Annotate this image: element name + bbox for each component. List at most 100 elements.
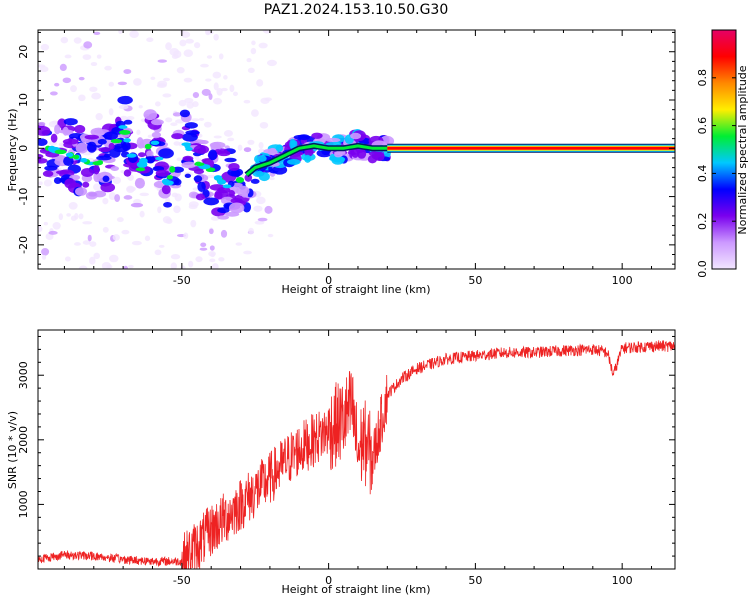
spectrogram-x-tick-label: 50 [468,274,482,287]
spectrogram-core [184,143,191,149]
spectrogram-blob [217,207,230,214]
spectrogram-speckle [102,197,109,205]
spectrogram-speckle [108,192,116,201]
spectrogram-speckle [184,97,194,104]
spectrogram-speckle [210,252,215,258]
spectrogram-speckle [262,30,272,34]
snr-line [38,340,675,569]
spectrogram-blob [68,133,84,140]
spectrogram-speckle [117,81,128,86]
spectrogram-core [72,154,80,160]
spectrogram-speckle [206,174,216,178]
spectrogram-core [194,162,205,167]
spectrogram-blob [64,178,76,189]
spectrogram-speckle [162,216,172,224]
spectrogram-speckle [62,77,72,84]
spectrogram-core [110,139,123,144]
spectrogram-speckle [257,217,268,222]
spectrogram-speckle [185,38,194,44]
spectrogram-speckle [64,256,71,262]
spectrogram-blob [58,129,74,134]
spectrogram-speckle [157,206,162,214]
spectrogram-speckle [269,177,275,181]
spectrogram-speckle [264,205,273,214]
spectrogram-speckle [112,176,122,185]
spectrogram-blob [117,95,133,105]
spectrogram-speckle [209,258,216,263]
spectrogram-blob [182,132,198,142]
colorbar-tick-label: 0.4 [696,165,709,183]
spectrogram-speckle [212,71,222,79]
spectrogram-blob [258,172,270,182]
spectrogram-speckle [183,77,193,83]
spectrogram-speckle [126,186,136,192]
spectrogram-x-tick-label: 0 [325,274,332,287]
spectrogram-speckle [49,91,58,96]
spectrogram-speckle [173,205,181,214]
spectrogram-speckle [203,121,212,128]
spectrogram-blob [93,164,100,175]
spectrogram-core [150,140,160,146]
spectrogram-speckle [246,57,252,63]
spectrogram-speckle [190,219,197,228]
spectrogram-core [54,149,67,155]
snr-y-ticks: 1000 2000 3000 [17,335,675,557]
spectrogram-speckle [218,53,224,60]
spectrogram-blob [54,124,61,135]
spectrogram-blob [244,173,253,182]
spectrogram-speckle [259,121,269,129]
spectrogram-blob [146,150,154,158]
spectrogram-blob [275,144,284,152]
spectrogram-speckle [43,179,52,187]
spectrogram-blob [130,202,144,208]
spectrogram-speckle [102,226,109,233]
spectrogram-speckle [93,31,101,35]
spectrogram-blob [197,181,206,192]
spectrogram-speckle [108,108,114,116]
spectrogram-y-tick-label: 20 [17,45,30,59]
spectrogram-speckle [208,93,213,100]
spectrogram-speckle [59,63,67,72]
spectrogram-speckle [129,30,139,39]
spectrogram-speckle [260,97,270,104]
spectrogram-speckle [251,40,256,46]
spectrogram-blob [151,131,162,139]
spectrogram-core [222,184,232,189]
spectrogram-core [235,177,245,183]
spectrogram-blob [290,140,298,147]
spectrogram-blob [286,159,301,165]
spectrogram-speckle [82,54,92,60]
spectrogram-blob [63,118,78,126]
spectrogram-blob [53,177,62,184]
spectrogram-core [119,129,131,135]
snr-x-ticks: -50 0 50 100 [63,330,653,587]
spectrogram-blob [42,170,54,177]
spectrogram-speckle [83,41,93,49]
spectrogram-speckle [58,142,65,147]
spectrogram-speckle [188,260,194,268]
spectrogram-speckle [93,252,101,260]
snr-frame [37,329,676,570]
spectrogram-core [123,138,131,143]
spectrogram-speckle [176,67,185,74]
spectrogram-speckle [73,37,82,44]
spectrogram-speckle [136,129,141,135]
spectrogram-speckle [154,101,161,107]
spectrogram-blob [155,169,170,177]
spectrogram-speckle [60,36,69,44]
spectrogram-blob [50,133,58,143]
spectrogram-speckle [162,93,172,98]
spectrogram-blob [55,170,70,175]
spectrogram-blob [74,124,86,134]
spectrogram-blob [297,134,311,141]
spectrogram-speckle [118,104,129,110]
spectrogram-blob [108,142,115,150]
spectrogram-speckle [227,137,235,142]
spectrogram-core [217,179,227,185]
spectrogram-speckle [201,88,211,96]
spectrogram-speckle [144,235,151,242]
spectrogram-speckle [211,263,219,269]
spectrogram-speckle [156,83,167,88]
colorbar: 0.0 0.2 0.4 0.6 0.8 Normalized spectral ampl… [696,29,749,278]
spectrogram-speckle [206,30,214,35]
